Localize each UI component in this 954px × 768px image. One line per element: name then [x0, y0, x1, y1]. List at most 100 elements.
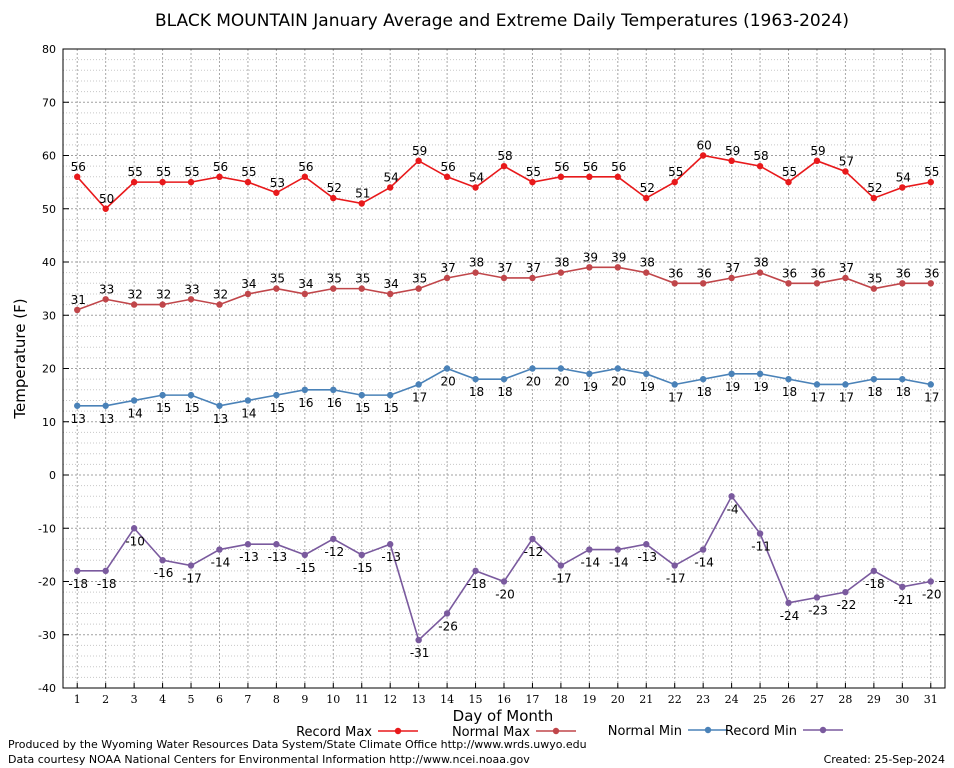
data-label: -15 — [353, 561, 373, 575]
data-point — [187, 178, 195, 186]
data-point — [443, 610, 451, 617]
data-label: 55 — [127, 165, 142, 179]
data-label: 36 — [896, 266, 911, 280]
data-point — [557, 365, 565, 372]
data-point — [927, 178, 934, 186]
data-label: 39 — [583, 250, 598, 264]
data-label: 13 — [99, 412, 114, 426]
data-point — [785, 178, 792, 186]
data-label: 34 — [384, 277, 399, 291]
data-point — [643, 541, 650, 548]
data-label: 52 — [867, 181, 882, 195]
data-label: 51 — [355, 186, 370, 200]
data-point — [643, 370, 650, 378]
data-point — [756, 269, 764, 276]
x-tick-label: 19 — [582, 693, 596, 706]
data-point — [813, 594, 821, 601]
data-label: 53 — [270, 176, 285, 190]
series-layer: 56 50 55 55 55 56 55 53 56 52 51 54 59 56 54 58 55 56 56 56… — [68, 139, 941, 661]
data-label: 35 — [270, 272, 285, 286]
data-point — [756, 530, 764, 537]
data-label: 15 — [384, 401, 399, 415]
x-tick-label: 9 — [301, 693, 308, 706]
data-label: 35 — [327, 272, 342, 286]
x-tick-label: 27 — [810, 693, 824, 706]
y-tick-label: 60 — [42, 150, 56, 163]
data-label: -18 — [97, 577, 117, 591]
x-tick-label: 20 — [611, 693, 625, 706]
x-axis: 1 2 3 4 5 6 7 8 9 10 11 12 13 14 15 16 17 18 19 20 21 22 23 24 2… — [74, 683, 938, 706]
data-point — [244, 290, 252, 298]
data-point — [614, 365, 622, 372]
data-label: 33 — [99, 282, 114, 296]
x-tick-label: 22 — [668, 693, 682, 706]
data-point — [244, 541, 252, 548]
data-point — [159, 178, 166, 186]
data-point — [102, 205, 109, 212]
data-point — [415, 285, 422, 292]
data-point — [301, 551, 309, 559]
data-label: -20 — [922, 588, 942, 602]
data-label: 18 — [497, 385, 512, 399]
legend-marker — [394, 727, 402, 735]
data-point — [671, 178, 678, 186]
data-point — [899, 583, 906, 591]
data-label: 55 — [156, 165, 171, 179]
data-point — [813, 381, 821, 388]
data-label: -13 — [239, 550, 259, 564]
data-label: 15 — [184, 401, 199, 415]
data-point — [756, 370, 764, 378]
data-label: 57 — [839, 154, 854, 168]
data-point — [386, 541, 394, 548]
data-point — [273, 189, 280, 196]
data-point — [386, 290, 394, 298]
legend-item: Record Min — [725, 724, 843, 739]
data-label: 18 — [782, 385, 797, 399]
x-tick-label: 10 — [326, 693, 340, 706]
data-label: 55 — [668, 165, 683, 179]
data-label: 20 — [554, 375, 569, 389]
data-point — [557, 562, 565, 569]
data-label: 17 — [839, 390, 854, 404]
data-label: 35 — [867, 272, 882, 286]
data-point — [187, 391, 195, 399]
footer-produced-by: Produced by the Wyoming Water Resources … — [8, 738, 587, 751]
data-point — [643, 269, 650, 276]
data-label: -23 — [808, 603, 828, 617]
data-label: 56 — [71, 160, 86, 174]
series-normal-min: 13 13 14 15 15 13 14 15 16 16 15 15 17 20 18 18 20 20 19 20… — [71, 365, 939, 426]
x-tick-label: 7 — [244, 693, 251, 706]
data-label: 59 — [725, 144, 740, 158]
data-label: 31 — [71, 293, 86, 307]
data-label: 38 — [554, 256, 569, 270]
x-tick-label: 29 — [867, 693, 881, 706]
major-grid — [63, 49, 945, 688]
data-point — [301, 386, 309, 393]
y-tick-label: -40 — [38, 682, 56, 695]
data-point — [671, 562, 678, 569]
data-label: -16 — [154, 566, 174, 580]
x-tick-label: 13 — [412, 693, 426, 706]
x-tick-label: 24 — [725, 693, 739, 706]
x-tick-label: 11 — [355, 693, 369, 706]
data-point — [671, 381, 678, 388]
data-label: 20 — [611, 375, 626, 389]
data-label: -20 — [495, 588, 515, 602]
data-label: 33 — [184, 282, 199, 296]
data-point — [159, 301, 166, 308]
data-point — [529, 274, 536, 282]
series-record-max: 56 50 55 55 55 56 55 53 56 52 51 54 59 56 54 58 55 56 56 56… — [71, 139, 939, 212]
data-label: -18 — [467, 577, 487, 591]
data-label: 19 — [640, 380, 655, 394]
x-axis-label: Day of Month — [453, 707, 554, 725]
data-point — [671, 280, 678, 287]
data-label: 34 — [298, 277, 313, 291]
data-point — [842, 274, 849, 282]
series-normal-max: 31 33 32 32 33 32 34 35 34 35 35 34 35 37 38 37 37 38 39 39… — [71, 250, 939, 314]
data-label: 19 — [583, 380, 598, 394]
legend-item: Normal Min — [608, 724, 728, 739]
data-point — [813, 280, 821, 287]
data-label: 15 — [156, 401, 171, 415]
y-tick-label: 80 — [42, 43, 56, 56]
data-label: 55 — [241, 165, 256, 179]
